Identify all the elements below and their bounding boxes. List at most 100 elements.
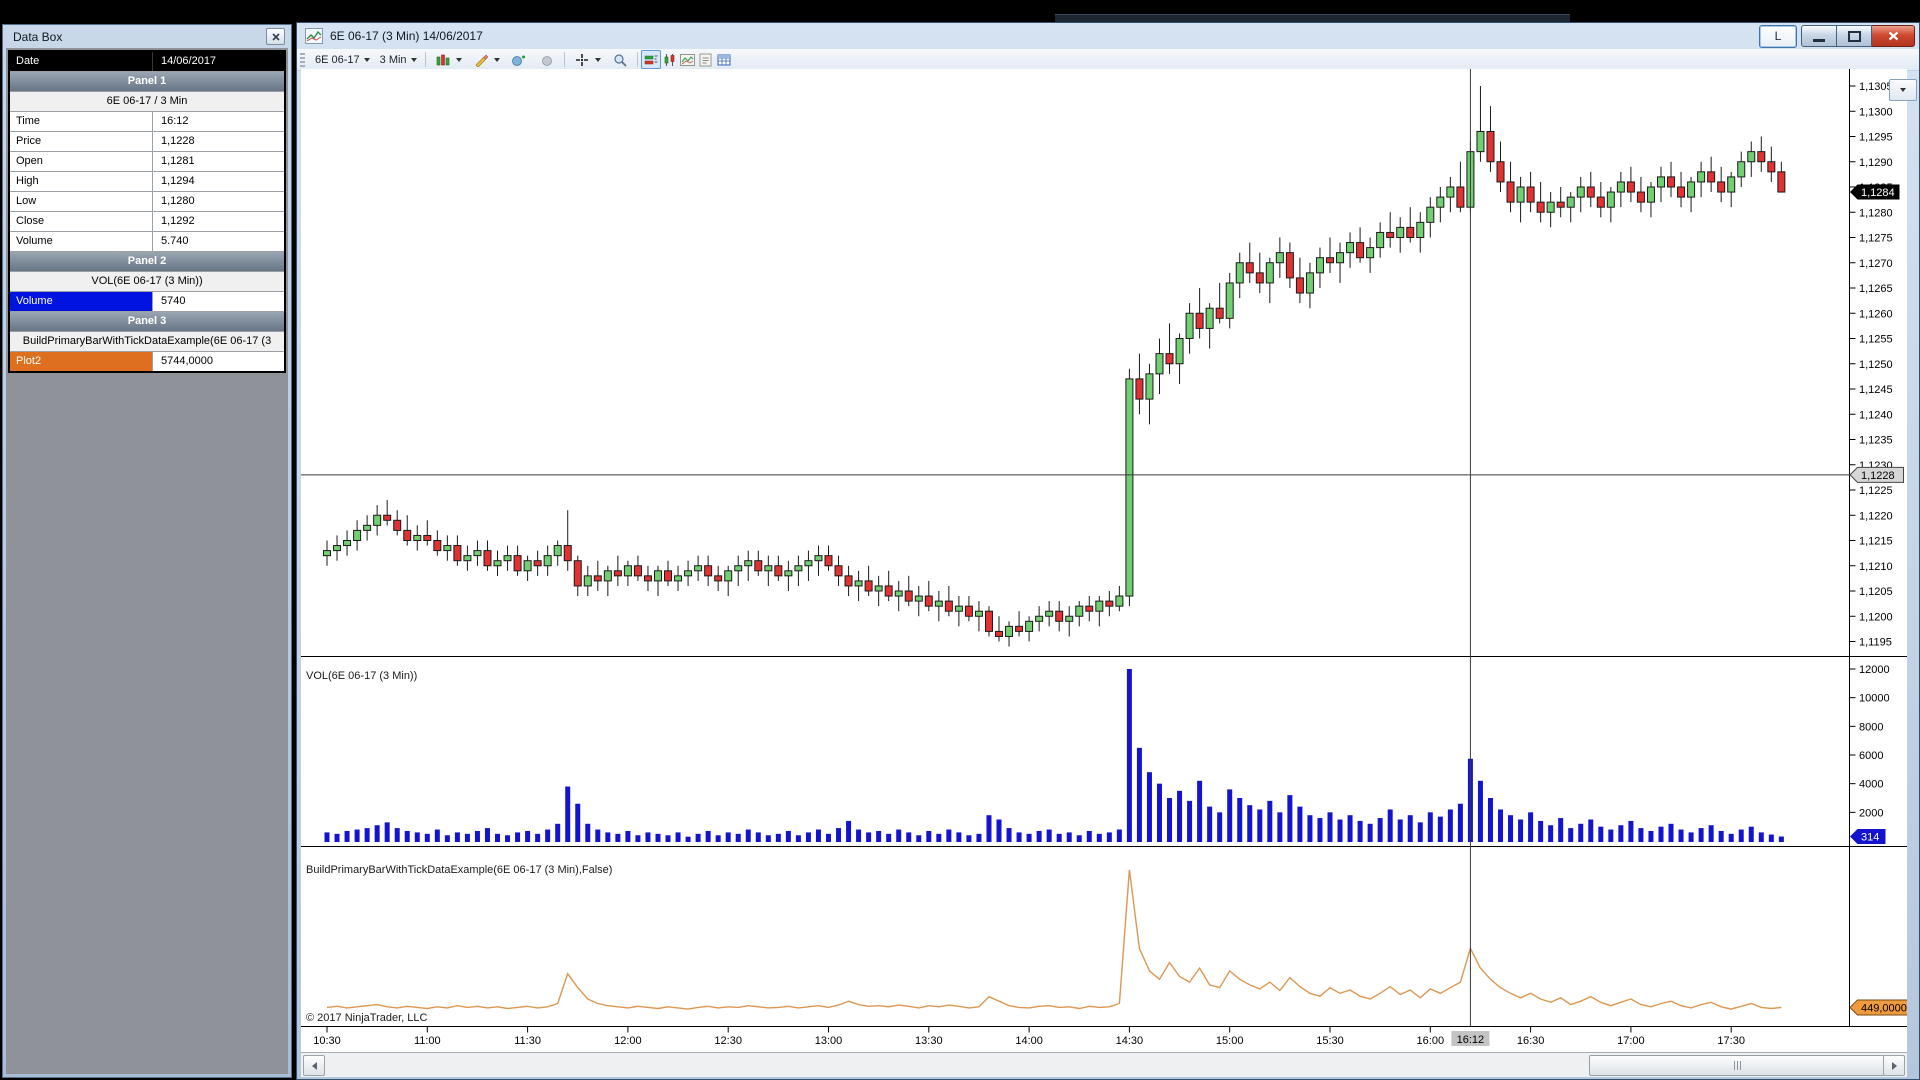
databox-titlebar[interactable]: Data Box (3, 25, 291, 48)
time-tick-label: 11:30 (514, 1035, 541, 1047)
close-button[interactable] (1872, 25, 1915, 47)
indicators-icon (510, 51, 528, 68)
instrument-selector[interactable]: 6E 06-17 (310, 52, 375, 68)
time-tick-label: 12:00 (614, 1035, 642, 1047)
scroll-right-arrow[interactable] (1883, 1055, 1905, 1076)
price-tick-label: 1,1270 (1859, 258, 1893, 270)
time-tick-label: 17:30 (1717, 1035, 1745, 1047)
crosshair-button[interactable] (568, 49, 606, 70)
interval-label: 3 Min (379, 53, 407, 66)
plot2-line (326, 869, 1782, 1010)
databox-row-value: 1,1294 (161, 175, 195, 187)
crosshair-icon (573, 51, 591, 68)
databox-row-value: 14/06/2017 (161, 55, 217, 67)
databox-row: 6E 06-17 / 3 Min (10, 92, 284, 112)
time-tick-label: 16:30 (1517, 1035, 1545, 1047)
databox-row-label: Plot2 (10, 352, 153, 371)
zoom-icon (611, 51, 629, 68)
left-arrow-icon (311, 1061, 317, 1070)
databox-row: Price 1,1228 (10, 132, 284, 152)
crosshair-time-label: 16:12 (1457, 1034, 1485, 1046)
volume-tick-label: 12000 (1859, 664, 1890, 676)
minimize-button[interactable] (1801, 25, 1837, 47)
drawing-tools-button[interactable] (467, 49, 505, 70)
link-button[interactable]: L (1759, 25, 1797, 48)
volume-bars (324, 669, 1784, 842)
databox-row: Panel 2 (10, 252, 284, 272)
price-tick-label: 1,1300 (1859, 106, 1893, 118)
last-price-tag: 1,1284 (1861, 187, 1895, 199)
databox-row-label: Volume (10, 232, 153, 251)
databox-row-value: 1,1281 (161, 155, 195, 167)
right-arrow-icon (1891, 1061, 1897, 1070)
toolbar-separator (636, 52, 638, 67)
databox-row-label: Low (10, 192, 153, 211)
time-tick-label: 17:00 (1617, 1035, 1645, 1047)
interval-selector[interactable]: 3 Min (375, 52, 422, 68)
chart-trader-icon[interactable] (640, 50, 661, 69)
zoom-button[interactable] (606, 49, 634, 70)
scroll-left-arrow[interactable] (303, 1055, 325, 1076)
chart-titlebar[interactable]: 6E 06-17 (3 Min) 14/06/2017 (297, 23, 1919, 49)
time-tick-label: 12:30 (714, 1035, 742, 1047)
databox-window: Data Box Date 14/06/2017 Panel 1 6E 06-17 /… (2, 24, 292, 1078)
candles (323, 86, 1786, 647)
chart-style-button[interactable] (429, 49, 467, 70)
strategies-button[interactable] (533, 49, 561, 70)
databox-row: Low 1,1280 (10, 192, 284, 212)
market-analyzer-icon[interactable] (661, 51, 679, 68)
chart-window-title: 6E 06-17 (3 Min) 14/06/2017 (330, 29, 483, 43)
strategies-icon (538, 51, 556, 68)
price-tick-label: 1,1255 (1859, 334, 1893, 346)
toolbar-separator (424, 52, 426, 67)
databox-row-label: Close (10, 212, 153, 231)
databox-row: Date 14/06/2017 (10, 52, 284, 72)
databox-row: Volume 5.740 (10, 232, 284, 252)
chart-plot-area[interactable]: 1,13051,13001,12951,12901,12851,12801,12… (301, 69, 1907, 1053)
time-tick-label: 14:00 (1015, 1035, 1043, 1047)
snapshot-icon[interactable] (679, 51, 697, 68)
databox-row: High 1,1294 (10, 172, 284, 192)
databox-row-label: Time (10, 112, 153, 131)
databox-close-button[interactable] (266, 28, 285, 45)
time-tick-label: 11:00 (414, 1035, 441, 1047)
price-axis-dropdown-button[interactable] (1889, 79, 1917, 101)
databox-row-value: 5.740 (161, 235, 189, 247)
databox-row: Close 1,1292 (10, 212, 284, 232)
volume-tag: 314 (1861, 831, 1879, 843)
databox-row: Panel 3 (10, 312, 284, 332)
price-tick-label: 1,1200 (1859, 611, 1893, 623)
databox-table: Date 14/06/2017 Panel 1 6E 06-17 / 3 Min Tim… (8, 50, 286, 373)
minimize-icon (1813, 38, 1825, 42)
time-tick-label: 15:30 (1316, 1035, 1344, 1047)
chevron-down-icon (363, 57, 370, 62)
price-tick-label: 1,1265 (1859, 283, 1893, 295)
volume-tick-label: 6000 (1859, 750, 1883, 762)
price-tick-label: 1,1260 (1859, 308, 1893, 320)
databox-row-label: Price (10, 132, 153, 151)
crosshair-price-tag: 1,1228 (1861, 470, 1895, 482)
price-tick-label: 1,1280 (1859, 207, 1893, 219)
volume-panel-label: VOL(6E 06-17 (3 Min)) (306, 670, 417, 682)
volume-tick-label: 4000 (1859, 779, 1883, 791)
chevron-down-icon (594, 57, 601, 62)
toolbar-grip[interactable] (300, 52, 305, 67)
restore-button[interactable] (1837, 25, 1872, 47)
time-tick-label: 16:00 (1417, 1035, 1445, 1047)
databox-row-value: 16:12 (161, 115, 189, 127)
price-tick-label: 1,1210 (1859, 561, 1893, 573)
chart-style-icon (434, 51, 452, 68)
chevron-down-icon (1900, 88, 1906, 92)
toolbar-separator (563, 52, 565, 67)
horizontal-scrollbar[interactable] (301, 1052, 1907, 1077)
indicators-button[interactable] (505, 49, 533, 70)
close-icon (1888, 31, 1898, 41)
data-grid-icon[interactable] (715, 51, 733, 68)
copyright-label: © 2017 NinjaTrader, LLC (306, 1012, 427, 1024)
databox-title: Data Box (13, 29, 63, 44)
databox-row: Open 1,1281 (10, 152, 284, 172)
databox-panel-header: Panel 1 (10, 72, 284, 91)
report-icon[interactable] (697, 51, 715, 68)
chevron-down-icon (493, 57, 500, 62)
scrollbar-thumb[interactable] (1589, 1055, 1885, 1076)
